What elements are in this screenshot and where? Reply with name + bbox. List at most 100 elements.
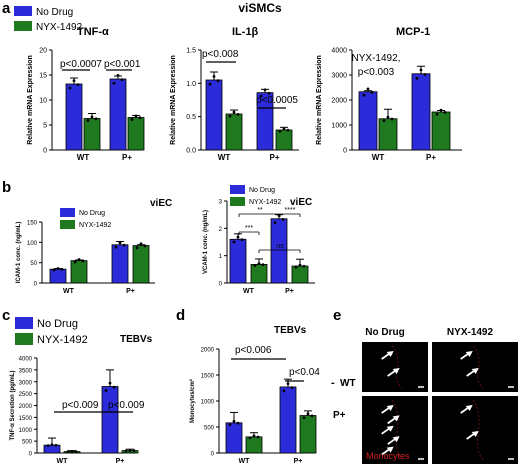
replicate-dot [294, 265, 298, 269]
x-tick-label: P+ [294, 458, 303, 465]
p-value-annotation: p<0.009 [62, 400, 99, 411]
replicate-dot [228, 114, 232, 118]
bar-p-plus-no-drug [111, 244, 129, 284]
y-axis-label: Relative mRNA Expression [170, 55, 177, 145]
micrograph-monocytes-label: Monocytes [366, 451, 410, 461]
panel-e-col-label-nyx: NYX-1492 [447, 327, 494, 338]
y-tick-label: 3 [219, 200, 223, 206]
vessel-trace [391, 399, 403, 461]
replicate-dot [54, 443, 58, 447]
chart-a-mcp-1: MCP-1 0 1000 2000 3000 4000 Relative mRNA Expr… [316, 26, 462, 162]
y-axis-label: Relative mRNA Expression [316, 55, 323, 145]
legend-label-nyx: NYX-1492 [79, 222, 111, 229]
replicate-dot [259, 94, 263, 98]
p-value-annotation: p<0.04 [289, 367, 320, 378]
replicate-dot [390, 117, 394, 121]
bar-wt-nyx [250, 264, 268, 284]
legend-swatch-no-drug [60, 208, 75, 217]
y-tick-label: 2000 [331, 98, 347, 105]
replicate-dot [302, 416, 306, 420]
monocyte-arrowhead [386, 425, 394, 432]
y-tick-label: 1000 [201, 400, 215, 406]
replicate-dot [443, 110, 447, 114]
replicate-dot [278, 129, 282, 133]
bar-wt-no-drug [358, 91, 378, 151]
replicate-dot [282, 389, 286, 393]
chart-c-tnf-secretion: TEBVs 0 500 1000 1500 2000 2500 3000 3500 4000 TNF… [10, 317, 153, 465]
bar-wt-nyx [83, 118, 101, 151]
panel-e-row-label-p-plus: P+ [333, 410, 346, 421]
replicate-dot [256, 435, 260, 439]
replicate-dot [66, 450, 70, 454]
bar-p-plus-nyx [299, 415, 317, 454]
replicate-dot [228, 423, 232, 427]
replicate-dot [73, 260, 77, 264]
monocyte-arrowhead [386, 446, 394, 453]
micrograph-overlays [381, 345, 514, 461]
vessel-trace [472, 399, 484, 461]
replicate-dot [118, 241, 122, 245]
y-tick-label: 3000 [331, 73, 347, 80]
bar-p-plus-nyx [275, 129, 293, 151]
y-tick-label: 3500 [19, 368, 33, 374]
bar-wt-no-drug [225, 422, 243, 454]
replicate-dot [267, 91, 271, 95]
panel-letter-e: e [333, 307, 341, 324]
replicate-dot [108, 381, 112, 385]
y-tick-label: 0 [43, 148, 47, 155]
monocyte-arrowhead [386, 351, 394, 357]
bar-wt-nyx [378, 118, 398, 151]
chart-a-tnf-alpha: TNF-α 0 5 10 15 20 Relative mRNA Expression WT P… [27, 26, 145, 162]
replicate-dot [112, 385, 116, 389]
y-tick-label: 2500 [19, 392, 33, 398]
legend-swatch-no-drug [15, 317, 33, 329]
replicate-dot [306, 412, 310, 416]
monocyte-arrowhead [465, 405, 473, 411]
chart-title: MCP-1 [396, 26, 430, 38]
y-tick-label: 20 [39, 48, 47, 55]
replicate-dot [435, 112, 439, 116]
y-tick-label: 1 [219, 254, 223, 260]
bar-p-plus-no-drug [279, 386, 297, 454]
replicate-dot [135, 246, 139, 250]
replicate-dot [257, 262, 261, 265]
p-value-annotation: p<0.0005 [256, 95, 298, 106]
y-axis-label: Monocytes/cm² [189, 379, 196, 423]
x-tick-label: P+ [426, 153, 436, 162]
replicate-dot [52, 268, 56, 272]
panel-e-microscopy: No Drug NYX-1492 - WT P+ Monocytes [331, 327, 518, 464]
y-tick-label: 1000 [331, 123, 347, 130]
replicate-dot [76, 83, 80, 87]
y-tick-label: 4000 [19, 357, 33, 363]
replicate-dot [253, 264, 257, 267]
bar-p-plus-nyx [431, 111, 451, 151]
replicate-dot [310, 414, 314, 418]
replicate-dot [134, 114, 138, 118]
bar-p-plus-no-drug [109, 78, 127, 151]
y-tick-label: 5 [43, 123, 47, 130]
chart-title: TEBVs [274, 325, 307, 336]
replicate-dot [128, 449, 132, 452]
replicate-dot [386, 115, 390, 119]
replicate-dot [46, 444, 50, 448]
x-tick-label: WT [372, 153, 385, 162]
bar-wt-nyx [70, 260, 88, 284]
y-tick-label: 150 [27, 221, 38, 227]
replicate-dot [248, 436, 252, 440]
replicate-dot [263, 88, 267, 92]
y-tick-label: 50 [30, 261, 37, 267]
significance-stars: *** [245, 225, 253, 232]
replicate-dot [286, 382, 290, 386]
monocyte-arrowhead [471, 431, 479, 437]
p-value-annotation: p<0.0007 [60, 59, 102, 70]
x-tick-label: P+ [122, 153, 132, 162]
replicate-dot [104, 389, 108, 392]
replicate-dot [282, 127, 286, 131]
y-tick-label: 15 [39, 73, 47, 80]
x-tick-label: WT [218, 153, 231, 162]
y-tick-label: 1.5 [186, 48, 196, 55]
panel-a-group-title: viSMCs [238, 1, 282, 15]
bar-wt-nyx [245, 436, 263, 454]
y-axis-label: ICAM-1 conc. (ng/mL) [16, 222, 22, 284]
significance-ns: ns [276, 243, 284, 250]
